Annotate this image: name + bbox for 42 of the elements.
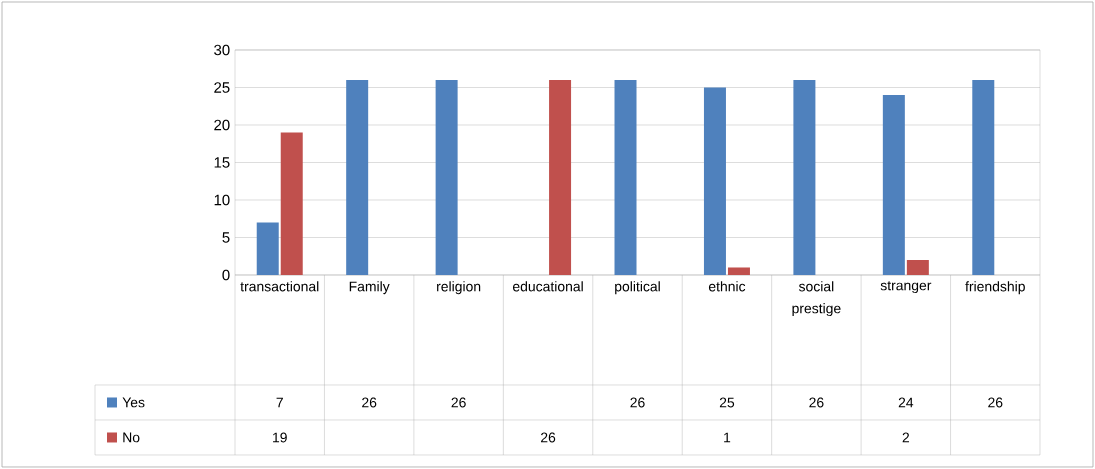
x-tick-label: ethnic — [708, 281, 746, 292]
y-tick-label: 25 — [214, 82, 230, 93]
data-label: 26 — [988, 397, 1003, 408]
bar — [435, 79, 458, 275]
data-label: 26 — [451, 397, 466, 408]
x-tick-label: religion — [437, 281, 481, 295]
y-tick-label: 10 — [214, 194, 230, 206]
y-tick-label: 30 — [214, 44, 230, 56]
y-tick-label: 0 — [222, 269, 230, 281]
data-label: 7 — [276, 397, 283, 408]
y-tick-label: 15 — [214, 157, 230, 168]
x-tick-label: friendship — [965, 281, 1025, 295]
y-tick-label: 5 — [222, 232, 230, 243]
data-label: 26 — [362, 397, 377, 408]
data-label: 25 — [719, 397, 735, 408]
x-tick-label: educational — [512, 281, 583, 292]
bar — [614, 79, 637, 275]
data-label: 26 — [541, 432, 556, 443]
bar — [256, 222, 279, 275]
x-tick-label: social prestige — [792, 281, 841, 317]
bar — [346, 79, 369, 275]
data-label: 26 — [809, 397, 824, 408]
legend-label: Yes — [122, 397, 145, 408]
bar — [549, 79, 572, 275]
bar — [906, 259, 929, 275]
bar — [882, 94, 905, 275]
data-label: 1 — [724, 432, 731, 443]
x-tick-label: stranger — [880, 281, 932, 294]
y-tick-label: 20 — [214, 119, 230, 131]
bar — [280, 132, 303, 275]
legend-label: No — [123, 432, 140, 443]
bar — [703, 87, 726, 275]
data-label: 26 — [630, 397, 645, 408]
x-tick-label: transactional — [240, 281, 319, 292]
x-tick-label: Family — [349, 281, 390, 295]
bar — [972, 79, 995, 275]
x-tick-label: political — [615, 281, 660, 295]
bar — [727, 267, 750, 275]
data-label: 2 — [902, 432, 910, 443]
bar — [793, 79, 816, 275]
data-label: 24 — [898, 397, 914, 408]
data-label: 19 — [273, 432, 287, 443]
